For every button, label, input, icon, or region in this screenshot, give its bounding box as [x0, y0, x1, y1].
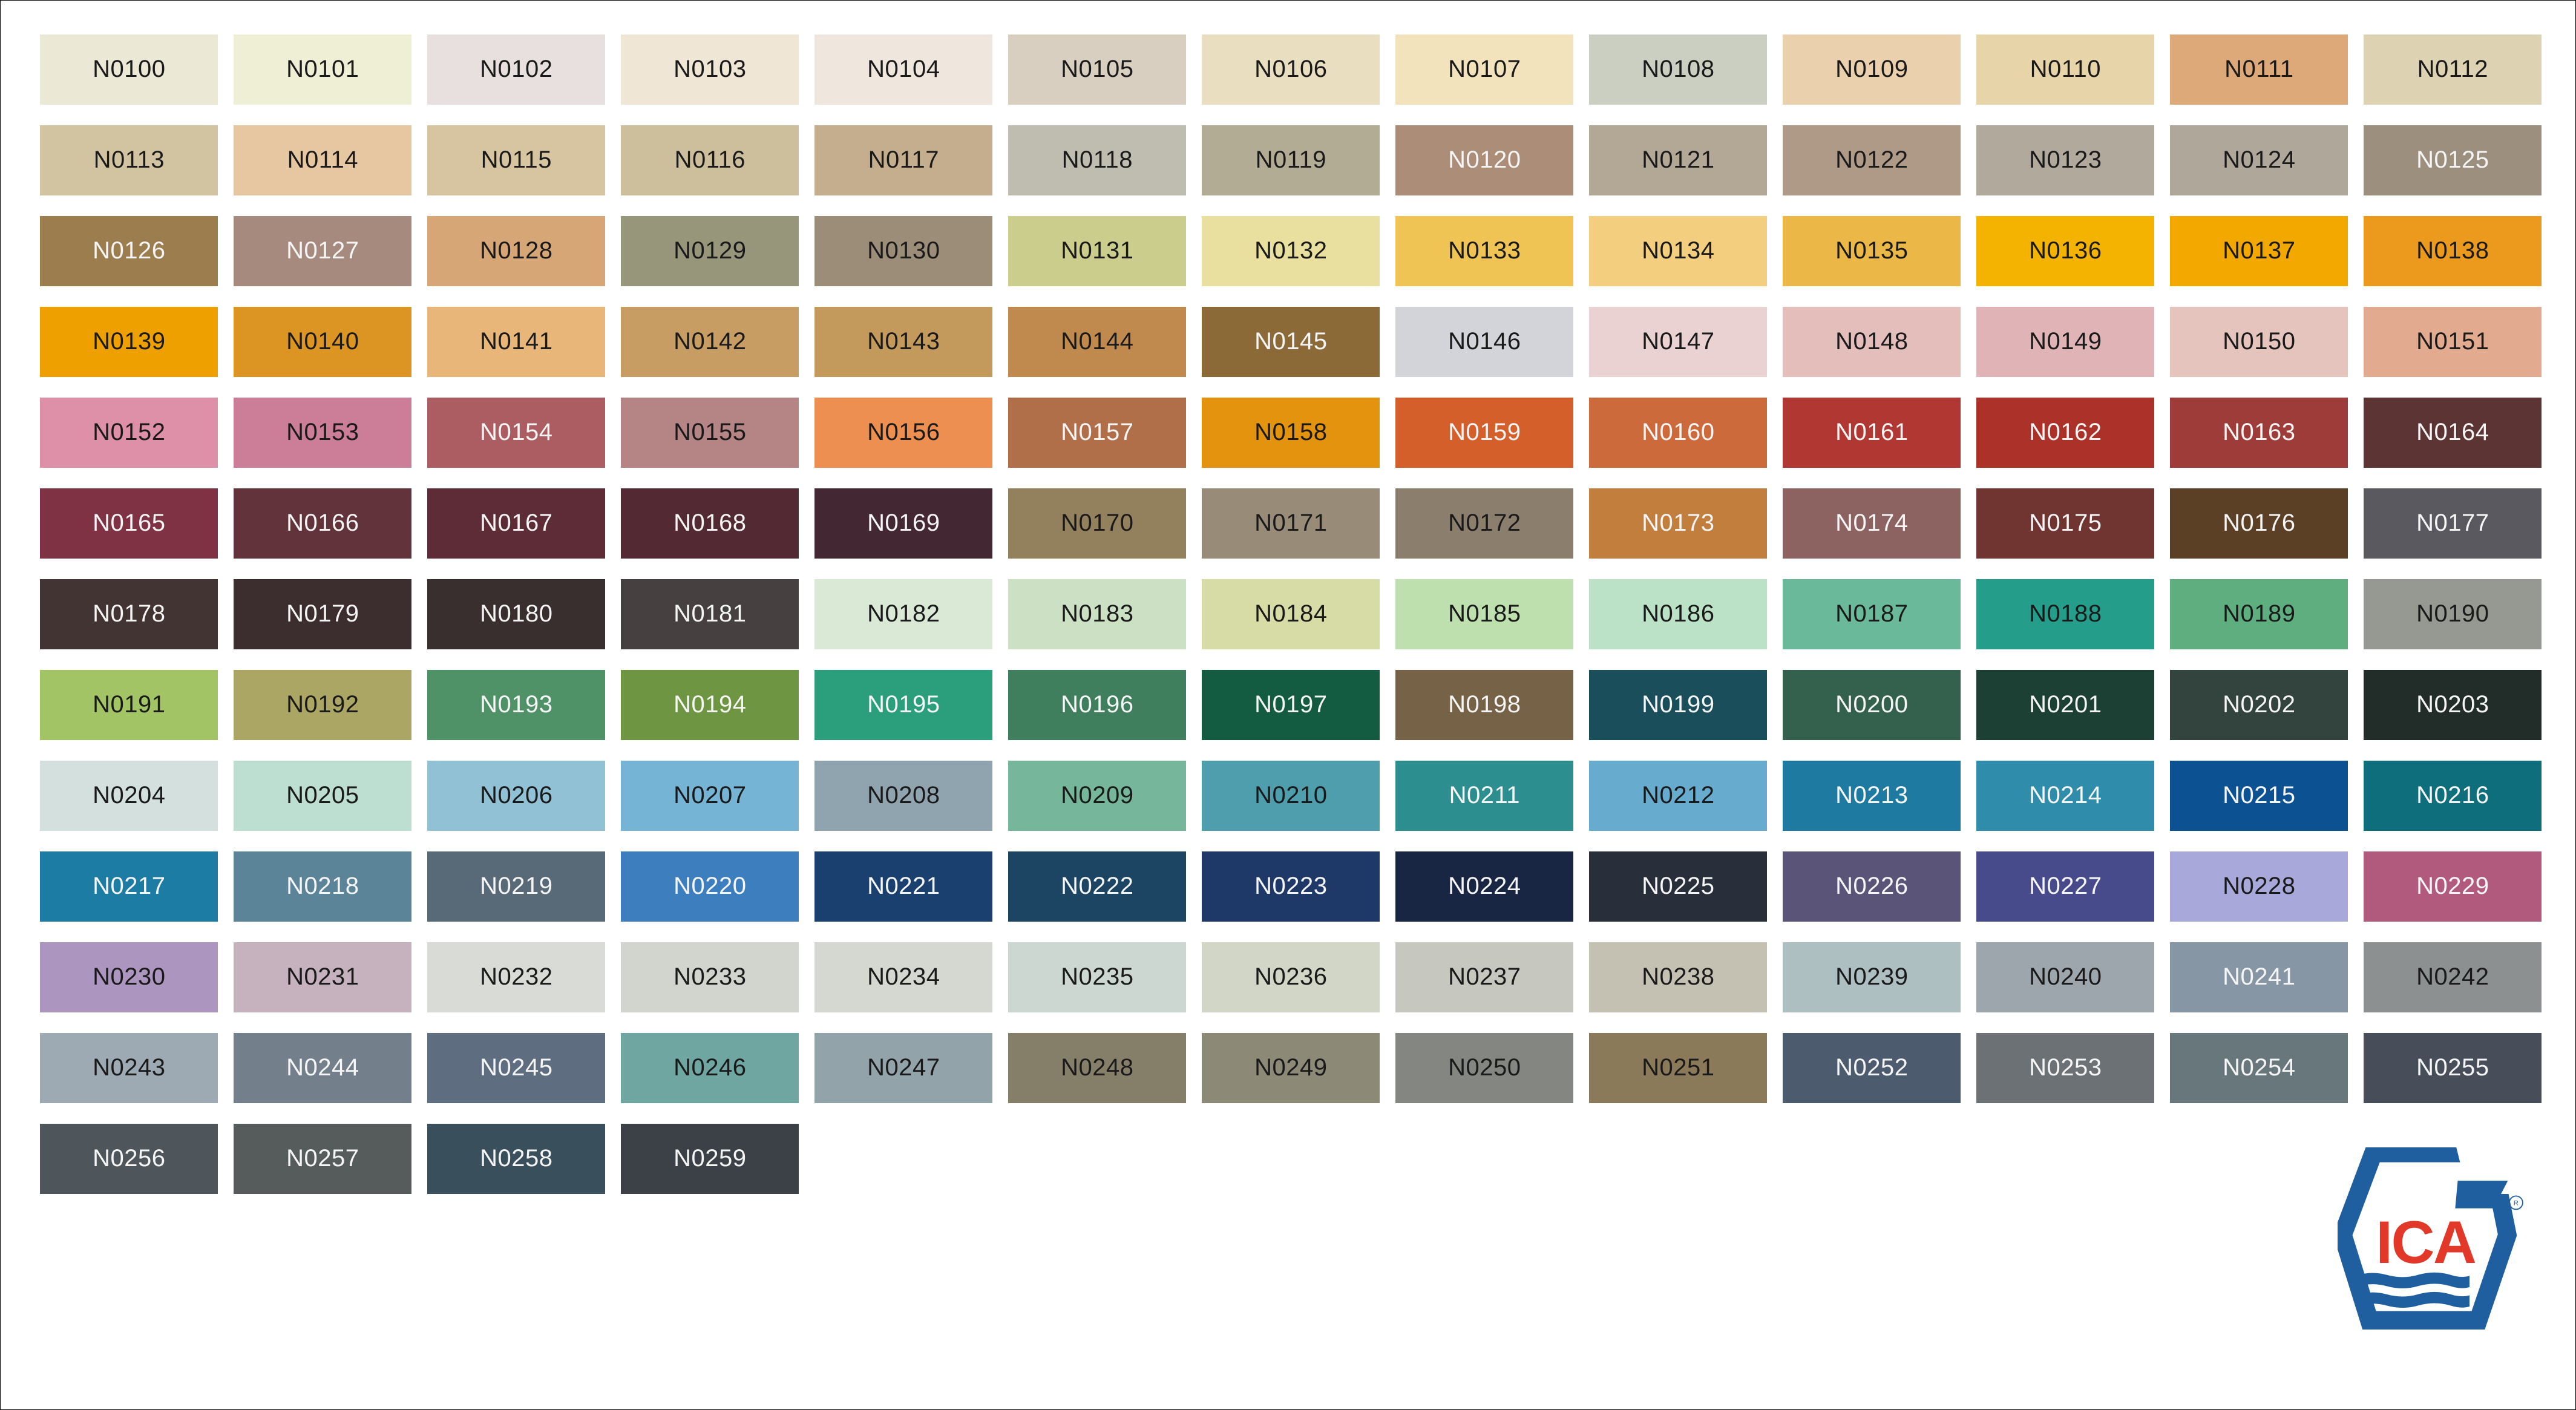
svg-text:R: R: [2514, 1200, 2519, 1207]
svg-text:ICA: ICA: [2376, 1209, 2476, 1276]
